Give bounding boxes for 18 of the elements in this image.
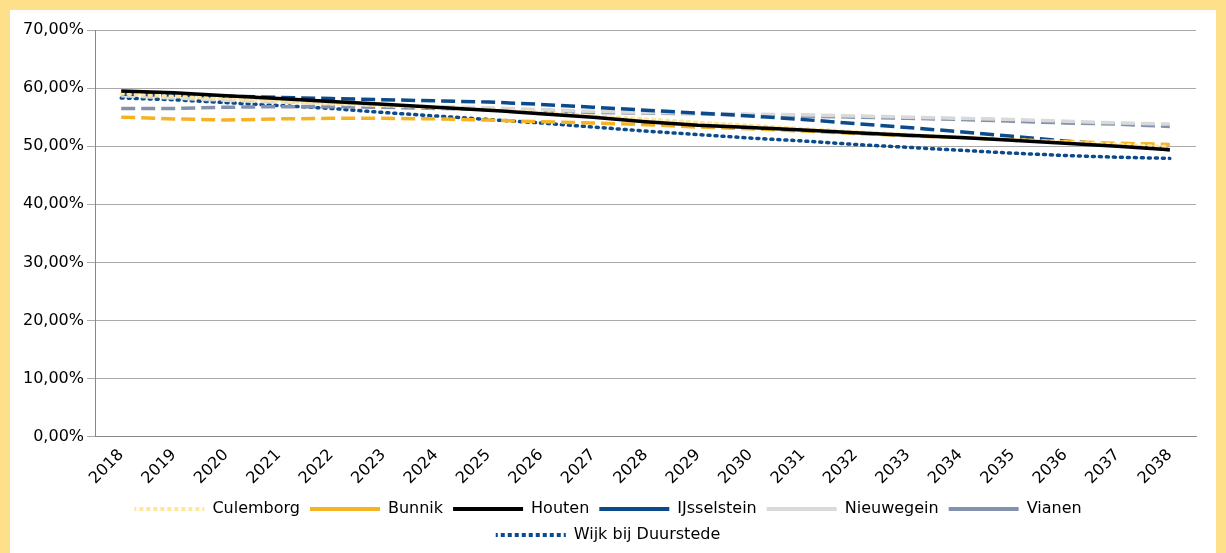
legend-label: Culemborg [212, 498, 300, 518]
y-tick-label: 60,00% [22, 77, 85, 97]
y-tick-label: 30,00% [22, 251, 85, 271]
y-tick-label: 70,00% [22, 19, 85, 39]
legend-label: Wijk bij Duurstede [573, 524, 721, 544]
legend-label: Houten [531, 498, 590, 518]
legend-label: IJsselstein [677, 498, 757, 518]
line-series [119, 93, 1172, 126]
y-tick-label: 40,00% [22, 193, 85, 213]
legend-label: Vianen [1026, 498, 1082, 518]
legend-label: Bunnik [387, 498, 444, 518]
legend-label: Nieuwegein [844, 498, 939, 518]
line-series [119, 96, 1172, 161]
y-tick-label: 0,00% [33, 425, 85, 445]
y-tick-label: 10,00% [22, 367, 85, 387]
y-tick-label: 20,00% [22, 309, 85, 329]
y-tick-label: 50,00% [22, 135, 85, 155]
line-series [119, 115, 1172, 147]
